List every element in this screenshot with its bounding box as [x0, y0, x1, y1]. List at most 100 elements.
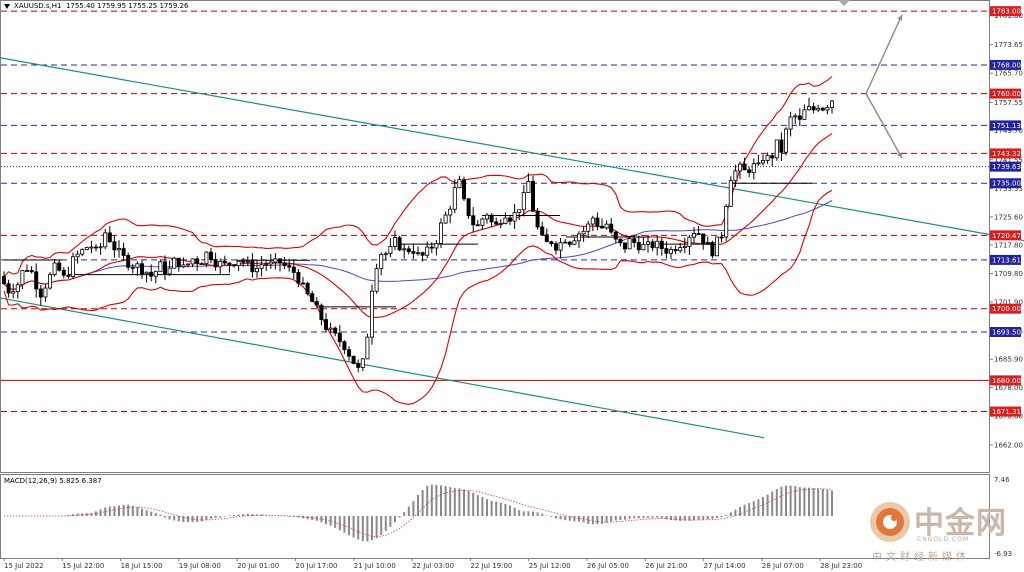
candle-body — [144, 271, 149, 275]
candle-body — [333, 327, 338, 334]
candle-body — [457, 179, 462, 189]
candle-body — [733, 170, 738, 182]
candle-body — [669, 249, 674, 254]
forecast-arrow-shaft — [865, 93, 903, 159]
candle-body — [811, 106, 816, 111]
x-tick-label: 26 Jul 05:00 — [587, 562, 629, 570]
candle-body — [149, 271, 154, 277]
candle-body — [328, 327, 333, 330]
candle-body — [11, 291, 16, 294]
candle-body — [788, 116, 793, 130]
candle-body — [282, 262, 287, 267]
candle-body — [627, 238, 632, 250]
candle-body — [245, 260, 250, 263]
price-tag-box — [990, 326, 1021, 337]
price-tag-label: 1680.00 — [992, 377, 1021, 385]
y-tick-label: 1701.90 — [994, 298, 1023, 306]
y-tick-label: 1765.70 — [994, 70, 1023, 78]
price-tag-box — [990, 161, 1021, 172]
candle-body — [379, 254, 384, 269]
candle-body — [204, 251, 209, 264]
candle-body — [830, 100, 835, 108]
y-tick-label: 1741.55 — [994, 156, 1023, 164]
price-tag-box — [990, 375, 1021, 386]
candle-body — [250, 260, 255, 273]
price-tag-label: 1751.13 — [992, 122, 1021, 130]
candle-body — [57, 262, 62, 271]
x-tick-label: 25 Jul 12:00 — [529, 562, 571, 570]
candle-body — [761, 160, 766, 164]
candle-body — [38, 288, 43, 298]
candle-body — [75, 253, 80, 258]
forecast-arrows — [838, 0, 903, 159]
price-tag-label: 1760.00 — [992, 90, 1021, 98]
candle-body — [738, 163, 743, 172]
candle-body — [618, 238, 623, 244]
candle-body — [636, 242, 641, 251]
candle-body — [98, 246, 103, 249]
x-tick-label: 27 Jul 14:00 — [704, 562, 746, 570]
y-tick-label: 1725.60 — [994, 213, 1023, 221]
candle-body — [719, 236, 724, 239]
chart-header: XAUUSD.s,H1 1755.40 1759.95 1755.25 1759… — [4, 2, 188, 10]
candle-body — [121, 248, 126, 256]
candle-body — [774, 139, 779, 159]
candle-body — [222, 261, 227, 264]
x-tick-label: 21 Jul 10:00 — [354, 562, 396, 570]
candle-body — [526, 181, 531, 194]
price-tag-label: 1743.32 — [992, 150, 1021, 158]
candle-body — [438, 222, 443, 244]
candle-body — [549, 241, 554, 245]
candle-body — [392, 237, 397, 247]
price-tag-box — [990, 406, 1021, 417]
candle-body — [66, 274, 71, 277]
candle-body — [751, 163, 756, 174]
candle-body — [590, 217, 595, 225]
candle-body — [181, 264, 186, 268]
candle-body — [659, 240, 664, 249]
candle-body — [563, 241, 568, 244]
candle-body — [277, 258, 282, 264]
candle-body — [130, 266, 135, 269]
candle-body — [167, 267, 172, 275]
candle-body — [259, 264, 264, 269]
candle-body — [581, 230, 586, 235]
candle-body — [429, 246, 434, 249]
y-tick-label: 1773.65 — [994, 41, 1023, 49]
candle-body — [701, 233, 706, 244]
candle-body — [494, 221, 499, 225]
candle-body — [443, 214, 448, 224]
x-tick-label: 19 Jul 08:00 — [179, 562, 221, 570]
candle-body — [747, 169, 752, 174]
macd-scale-top: 7.46 — [994, 476, 1010, 484]
candle-body — [632, 238, 637, 243]
candle-body — [641, 244, 646, 251]
candle-body — [199, 263, 204, 265]
candle-body — [779, 139, 784, 153]
candle-body — [544, 234, 549, 243]
candle-body — [572, 240, 577, 245]
candle-body — [540, 226, 545, 236]
candles — [2, 97, 835, 373]
candle-body — [770, 155, 775, 159]
candle-body — [296, 272, 301, 284]
x-tick-label: 15 Jul 2022 — [4, 562, 44, 570]
dropdown-triangle-icon[interactable] — [4, 3, 10, 9]
candle-body — [742, 163, 747, 171]
candle-body — [319, 304, 324, 320]
candle-body — [190, 258, 195, 265]
y-tick-label: 1709.80 — [994, 270, 1023, 278]
x-tick-label: 15 Jul 22:00 — [62, 562, 104, 570]
candle-body — [696, 233, 701, 235]
candle-body — [84, 247, 89, 250]
candle-body — [61, 269, 66, 276]
candle-body — [43, 287, 48, 298]
candle-body — [29, 270, 34, 273]
y-tick-label: 1662.00 — [994, 441, 1023, 449]
forecast-arrow-shaft — [865, 14, 903, 94]
time-axis: 15 Jul 2022 15 Jul 22:00 18 Jul 15:00 19 Ju… — [3, 558, 862, 570]
symbol-label: XAUUSD.s,H1 — [14, 2, 62, 10]
candle-body — [268, 261, 273, 265]
candle-body — [337, 332, 342, 343]
